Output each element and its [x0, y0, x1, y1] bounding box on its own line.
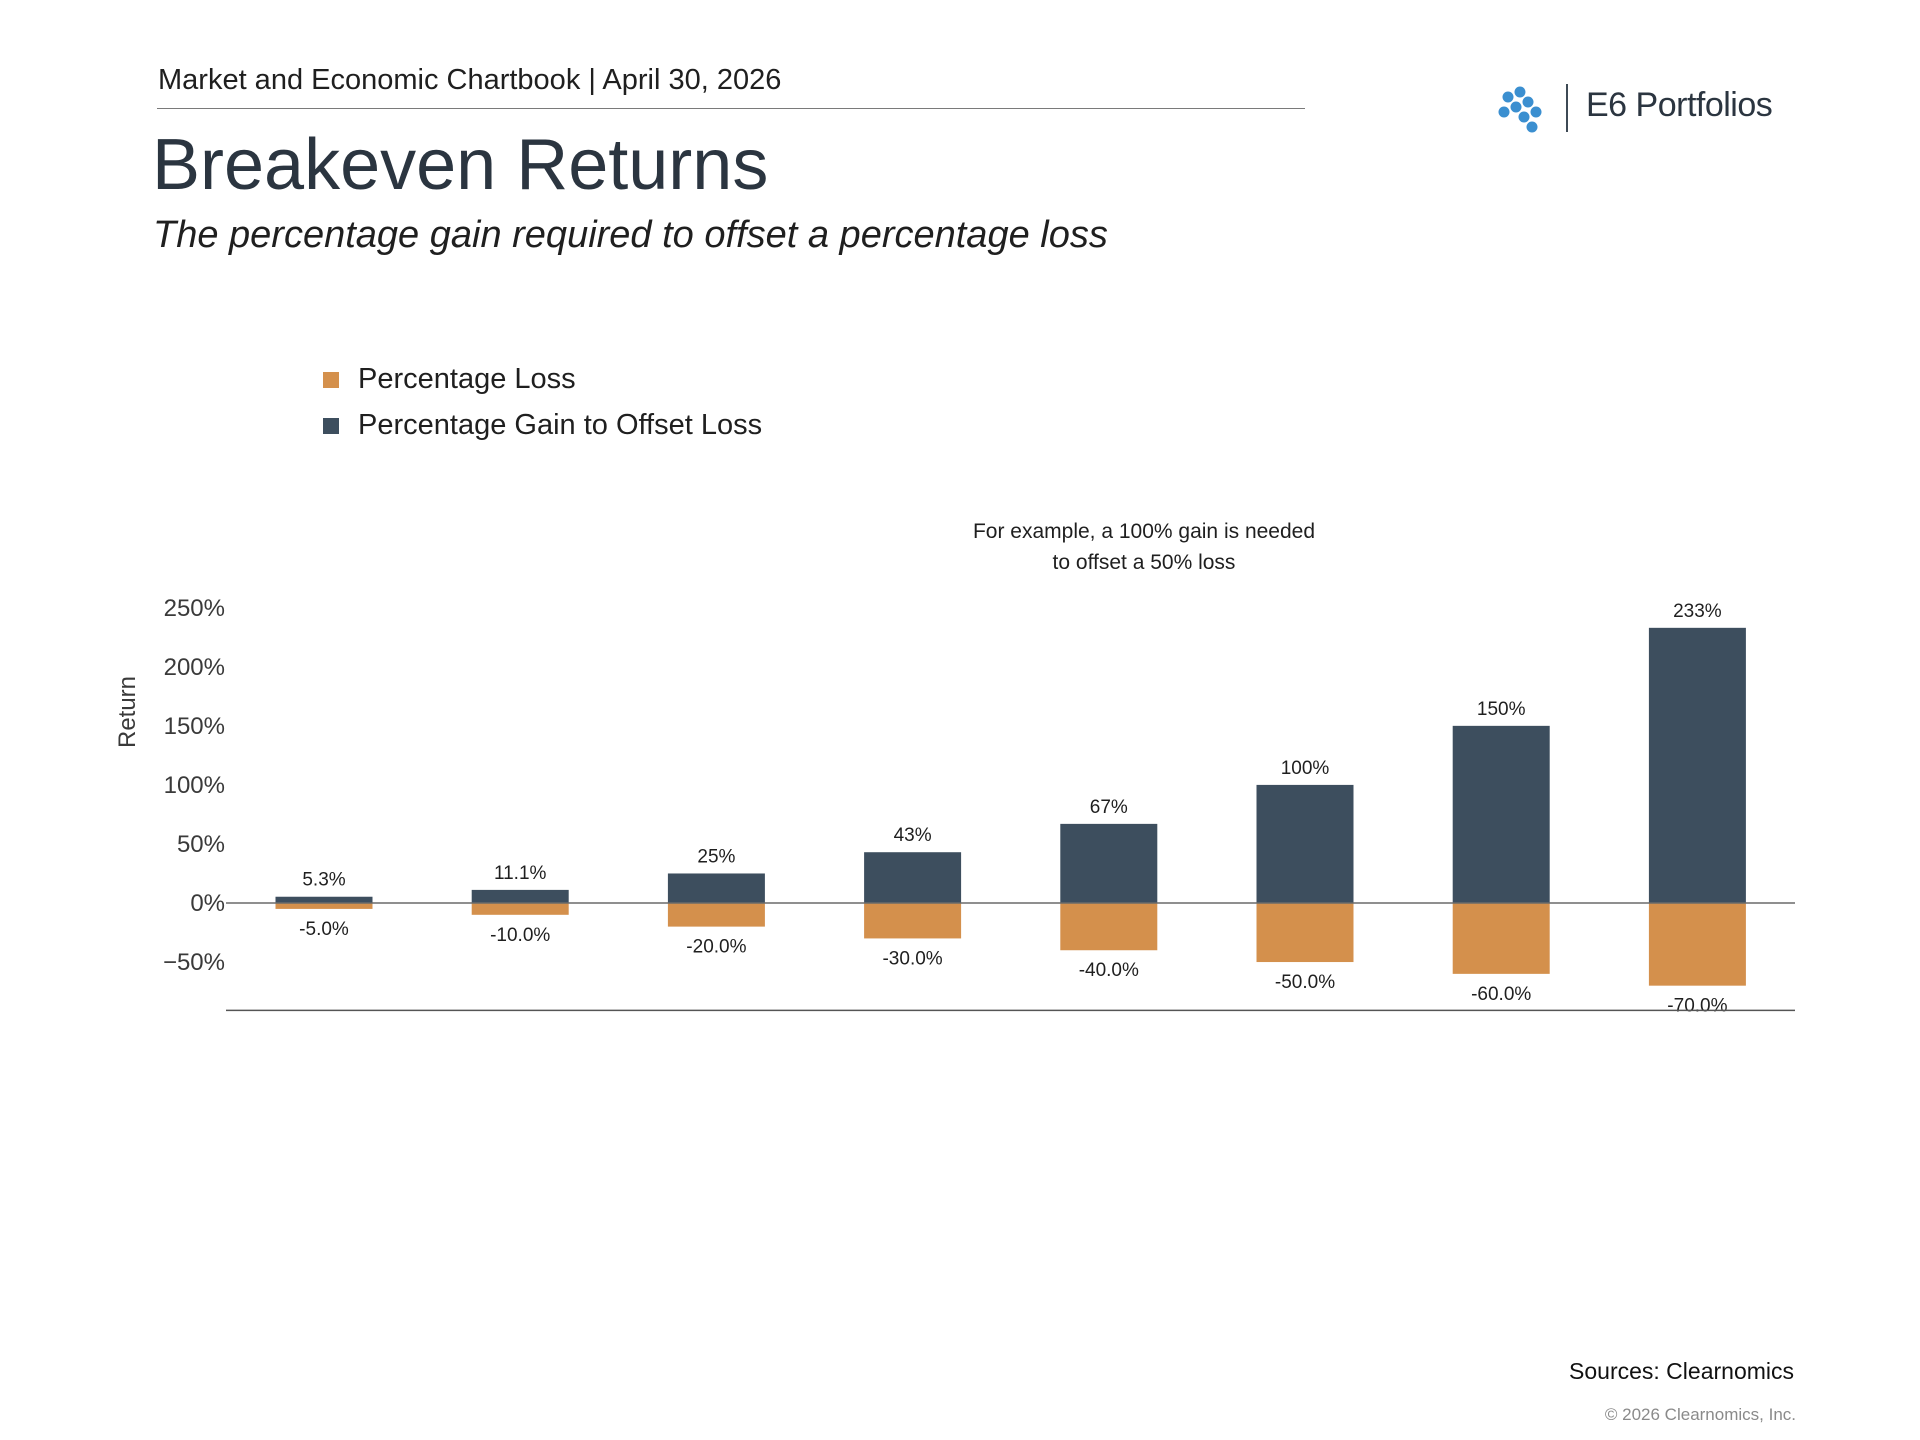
loss-data-label: -30.0%: [882, 948, 942, 969]
legend-swatch: [323, 418, 339, 434]
chartbook-header: Market and Economic Chartbook | April 30…: [158, 64, 781, 97]
gain-data-label: 11.1%: [494, 863, 547, 884]
legend-swatch: [323, 372, 339, 388]
chartbook-date: April 30, 2026: [602, 64, 782, 96]
chartbook-name: Market and Economic Chartbook: [158, 64, 581, 96]
loss-data-label: -50.0%: [1275, 972, 1335, 993]
gain-data-label: 67%: [1090, 797, 1128, 818]
loss-bar: [1648, 903, 1746, 986]
y-tick-label: 250%: [164, 595, 225, 622]
loss-bar: [864, 903, 962, 939]
y-tick-label: 200%: [164, 654, 225, 681]
loss-bar: [1256, 903, 1354, 963]
header-rule: [157, 108, 1305, 109]
loss-data-label: -10.0%: [490, 925, 550, 946]
y-axis-label: Return: [114, 676, 141, 748]
loss-bar: [471, 903, 569, 915]
gain-bar: [1256, 784, 1354, 903]
loss-data-label: -5.0%: [299, 919, 349, 940]
header-separator: |: [580, 64, 603, 96]
gain-bar: [471, 889, 569, 903]
loss-bar: [667, 903, 765, 927]
logo-divider: [1566, 84, 1568, 132]
gain-bar: [667, 873, 765, 903]
annotation-line-1: For example, a 100% gain is needed: [973, 520, 1315, 543]
gain-bar: [864, 852, 962, 903]
loss-data-label: -40.0%: [1079, 960, 1139, 981]
loss-bar: [1060, 903, 1158, 951]
annotation-line-2: to offset a 50% loss: [1053, 551, 1236, 574]
loss-bar: [275, 903, 373, 909]
gain-bar: [1060, 823, 1158, 903]
page-subtitle: The percentage gain required to offset a…: [153, 214, 1108, 256]
loss-data-label: -60.0%: [1471, 984, 1531, 1005]
gain-data-label: 25%: [697, 846, 735, 867]
e6-portfolios-logo: E6 Portfolios: [1494, 80, 1794, 136]
gain-bar: [275, 896, 373, 903]
gain-data-label: 5.3%: [302, 870, 345, 891]
y-tick-label: 50%: [177, 831, 225, 858]
y-tick-label: −50%: [163, 949, 225, 976]
sources-note: Sources: Clearnomics: [1569, 1358, 1794, 1384]
loss-data-label: -20.0%: [686, 937, 746, 958]
gain-data-label: 233%: [1673, 601, 1722, 622]
loss-bar: [1452, 903, 1550, 974]
gain-data-label: 43%: [894, 825, 932, 846]
gain-data-label: 150%: [1477, 699, 1526, 720]
page-title: Breakeven Returns: [152, 125, 769, 205]
y-tick-label: 150%: [164, 713, 225, 740]
gain-bar: [1648, 627, 1746, 903]
logo-text: E6 Portfolios: [1586, 86, 1773, 124]
legend-label: Percentage Gain to Offset Loss: [358, 409, 762, 441]
copyright-note: © 2026 Clearnomics, Inc.: [1604, 1405, 1796, 1424]
legend-label: Percentage Loss: [358, 363, 576, 395]
logo-mark-icon: [1498, 86, 1542, 133]
y-tick-label: 100%: [164, 772, 225, 799]
loss-data-label: -70.0%: [1667, 996, 1727, 1017]
gain-data-label: 100%: [1281, 758, 1330, 779]
y-tick-label: 0%: [190, 890, 225, 917]
gain-bar: [1452, 725, 1550, 903]
